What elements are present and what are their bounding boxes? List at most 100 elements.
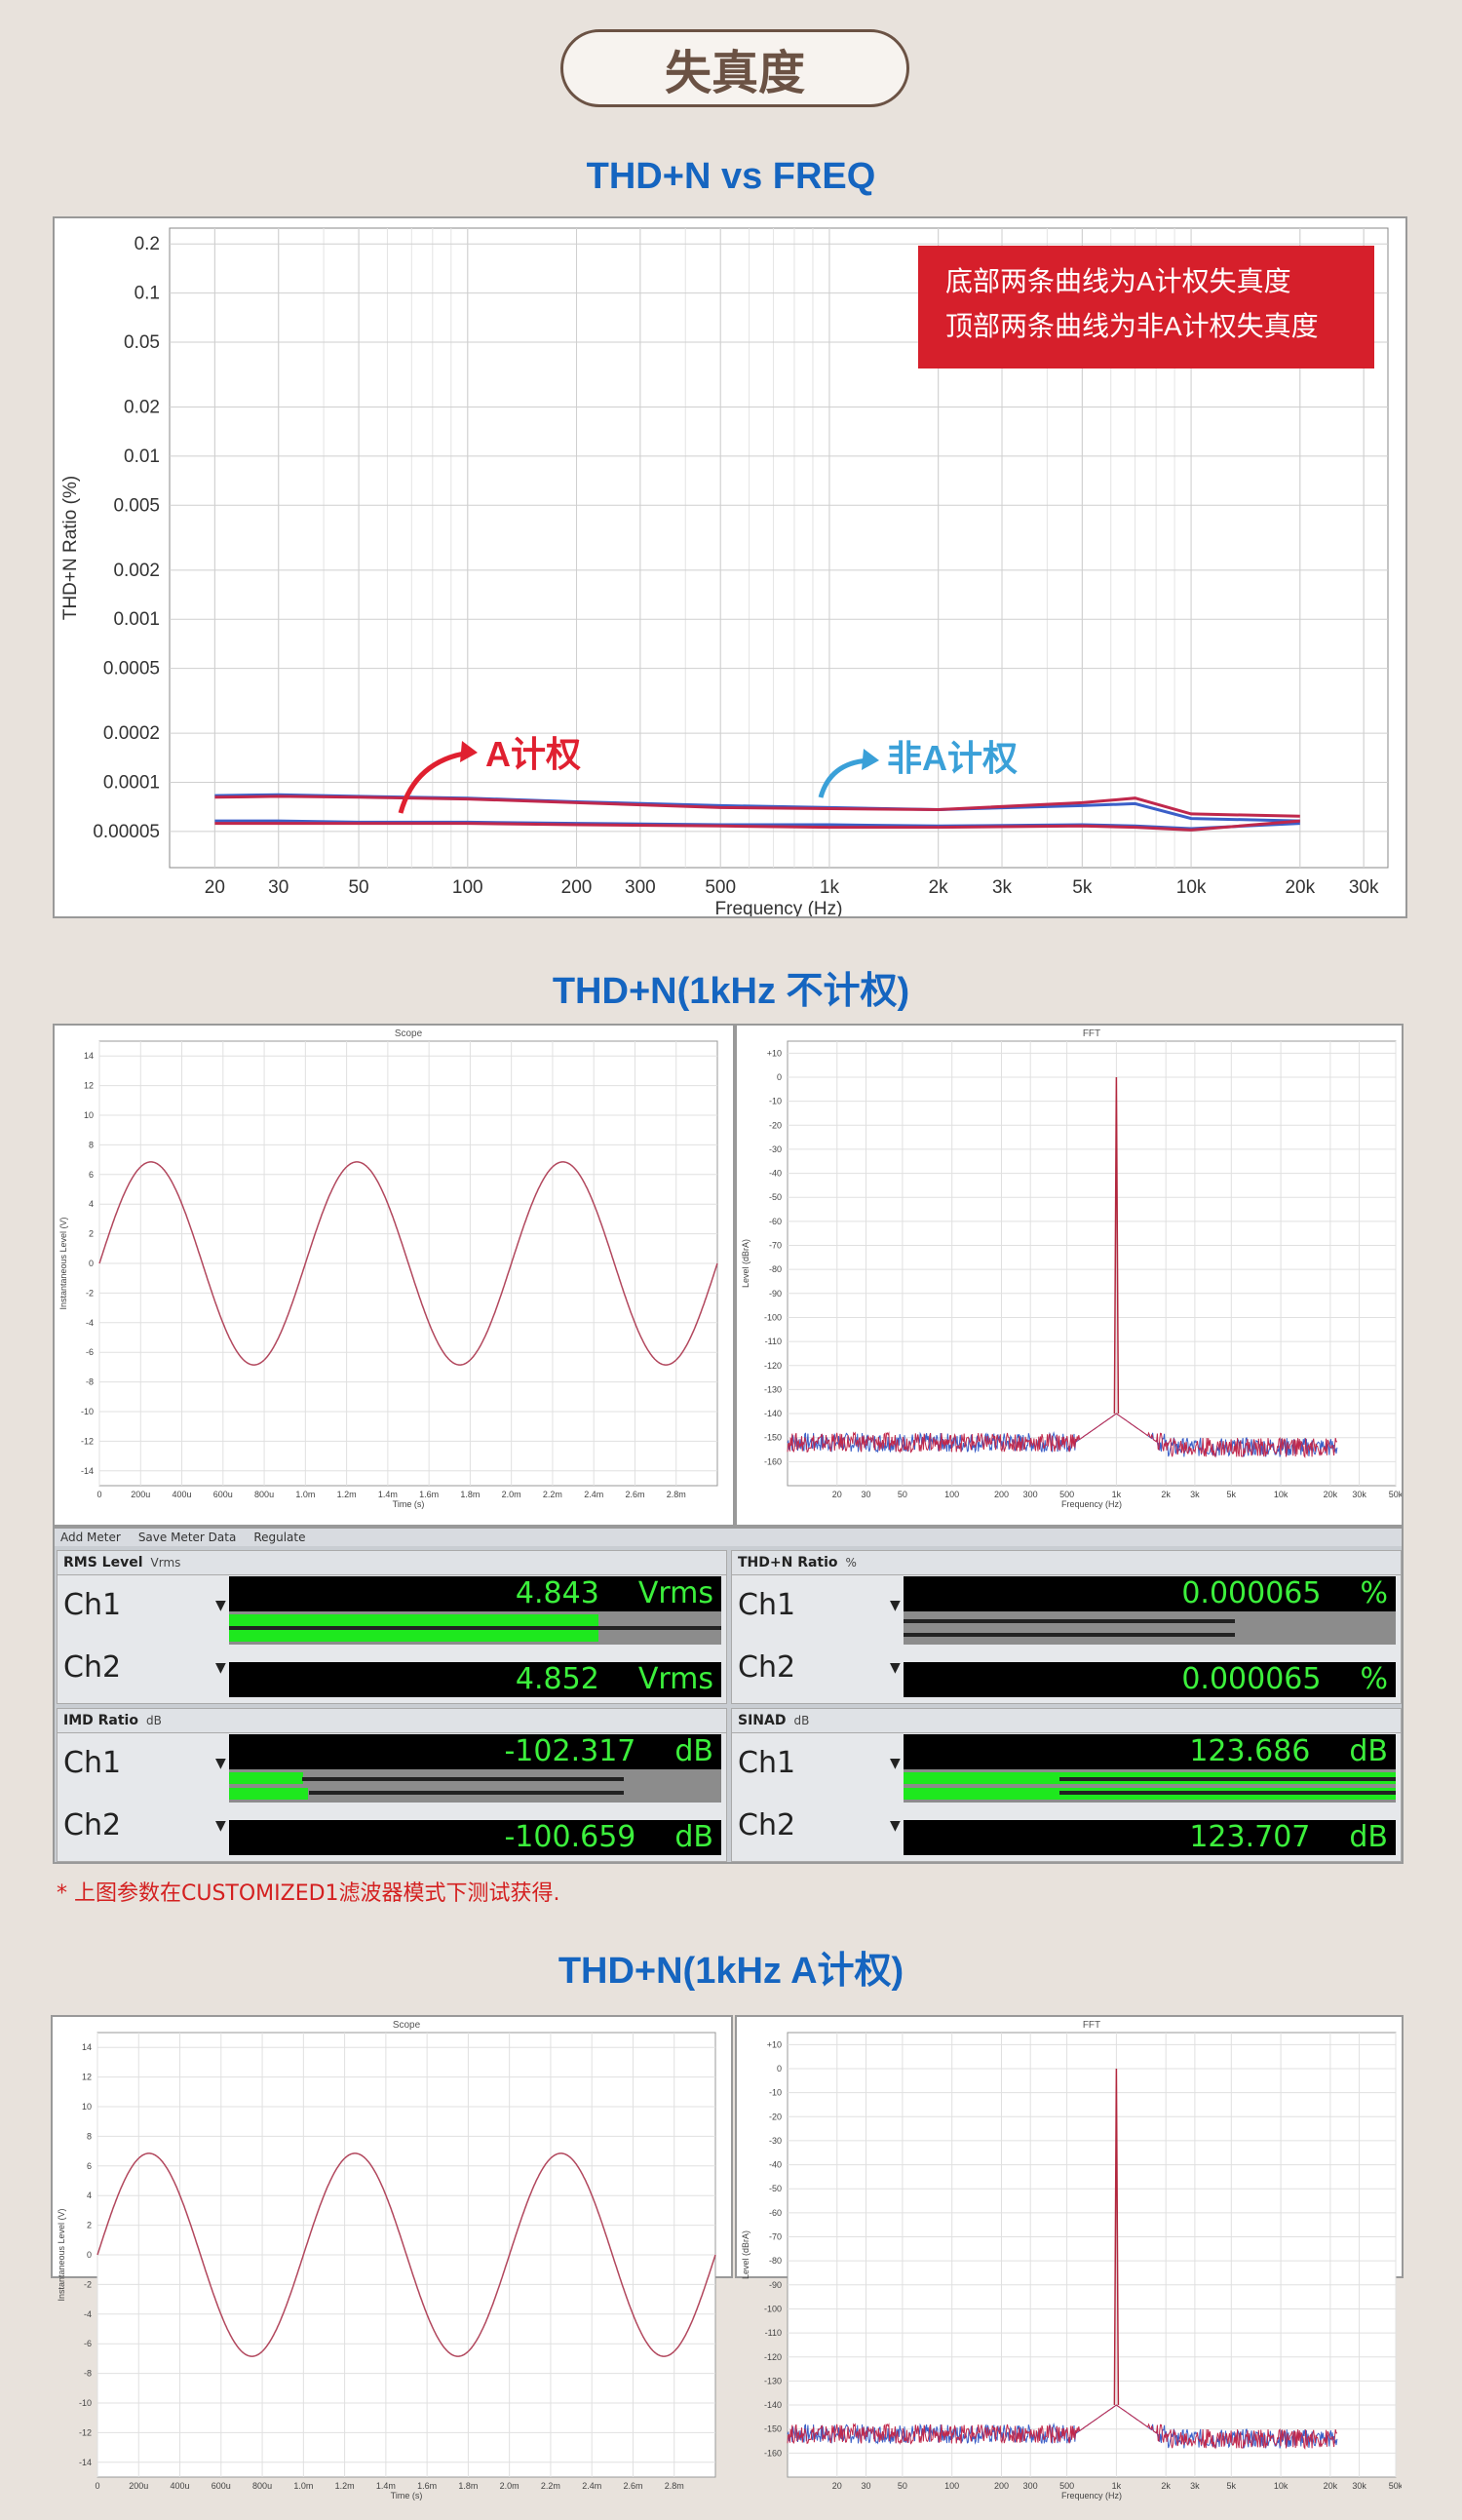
y-tick-label: -8 [86, 1377, 94, 1387]
annotation-arrowhead [460, 741, 478, 762]
scope-svg-a-weighted: Scope 0 200u 400u 600u 800u 1.0m 1.2m 1.4m 1.6m 1.… [57, 2020, 716, 2501]
x-tick-label: 20k [1324, 2481, 1338, 2491]
y-tick-label: -2 [86, 1288, 94, 1298]
meter-unit-select[interactable]: dB [793, 1714, 810, 1727]
x-tick-label: 1k [1112, 1490, 1122, 1499]
y-tick-label: -140 [764, 1409, 782, 1418]
imd-ratio-meter: IMD Ratio dB Ch1 ▼ -102.317 dB Ch2 ▼ -100.… [57, 1708, 727, 1862]
x-tick-label: 1.4m [376, 2481, 396, 2491]
y-tick-label: -160 [764, 1456, 782, 1466]
annotation-a-weighted: A计权 [485, 734, 581, 774]
series-line-4 [214, 819, 1300, 832]
channel-label[interactable]: Ch2 [738, 1808, 796, 1842]
meter-unit-select[interactable]: Vrms [150, 1556, 181, 1570]
y-tick-label: -14 [79, 2458, 92, 2467]
x-tick-label: 0 [96, 1490, 101, 1499]
x-tick-label: 800u [252, 2481, 272, 2491]
x-axis-label: Frequency (Hz) [1061, 2491, 1122, 2501]
x-axis-label: Frequency (Hz) [1061, 1499, 1122, 1509]
y-tick-label: -4 [84, 2309, 92, 2319]
channel-label[interactable]: Ch1 [738, 1746, 796, 1780]
x-tick-label: 1.0m [295, 1490, 315, 1499]
x-tick-label: 800u [254, 1490, 274, 1499]
waveform-line [98, 1161, 718, 1366]
legend-text: 底部两条曲线为A计权失真度 [945, 266, 1291, 296]
meter-name: THD+N Ratio [738, 1555, 838, 1570]
chevron-down-icon[interactable]: ▼ [890, 1818, 901, 1834]
y-tick-label: 12 [82, 2073, 92, 2082]
chevron-down-icon[interactable]: ▼ [215, 1818, 226, 1834]
meter-unit-select[interactable]: dB [145, 1714, 162, 1727]
meter-readout: -102.317 dB [229, 1734, 721, 1769]
save-meter-data-button[interactable]: Save Meter Data [137, 1531, 237, 1544]
y-tick-label: 0.02 [124, 398, 160, 418]
x-tick-label: 1.2m [337, 1490, 357, 1499]
x-tick-label: 1k [1112, 2481, 1122, 2491]
y-tick-label: 12 [84, 1081, 94, 1091]
x-tick-label: 1.2m [335, 2481, 355, 2491]
y-tick-label: 0.0002 [103, 723, 160, 744]
bar-line [904, 1619, 1235, 1623]
x-tick-label: 2.8m [665, 2481, 684, 2491]
x-tick-label: 1.6m [419, 1490, 439, 1499]
waveform-line [96, 2152, 716, 2357]
meter-readout: 123.707 dB [904, 1820, 1396, 1855]
channel-label[interactable]: Ch1 [63, 1746, 122, 1780]
meter-row-ch1: Ch1 ▼ 4.843 Vrms [58, 1576, 726, 1633]
y-tick-label: 0 [777, 1072, 782, 1082]
fft-panel-a-weighted: FFT 20 30 50 100 200 300 500 1k 2k 3k 5k 10k 20k 30k 50… [735, 2015, 1404, 2501]
y-tick-label: -130 [764, 2376, 782, 2385]
meter-row-ch1: Ch1 ▼ 123.686 dB [732, 1734, 1401, 1791]
y-tick-label: 0 [777, 2064, 782, 2074]
x-tick-label: 30k [1349, 877, 1379, 898]
y-tick-label: -2 [84, 2279, 92, 2289]
x-tick-label: 2.6m [625, 1490, 644, 1499]
annotation-unweighted: 非A计权 [887, 738, 1018, 778]
chevron-down-icon[interactable]: ▼ [890, 1756, 901, 1771]
legend-box [918, 246, 1374, 368]
y-tick-label: -10 [79, 2398, 92, 2408]
x-tick-label: 2.6m [623, 2481, 642, 2491]
level-bar-fill-ch2 [229, 1630, 598, 1642]
y-tick-label: +10 [767, 2039, 782, 2049]
channel-label[interactable]: Ch2 [738, 1650, 796, 1685]
plot-area [787, 1040, 1397, 1487]
meter-name: SINAD [738, 1713, 787, 1728]
y-tick-label: -12 [79, 2427, 92, 2437]
chevron-down-icon[interactable]: ▼ [215, 1660, 226, 1676]
chevron-down-icon[interactable]: ▼ [215, 1756, 226, 1771]
channel-label[interactable]: Ch1 [63, 1588, 122, 1622]
chevron-down-icon[interactable]: ▼ [890, 1598, 901, 1613]
channel-label[interactable]: Ch2 [63, 1650, 122, 1685]
chevron-down-icon[interactable]: ▼ [215, 1598, 226, 1613]
y-tick-label: -14 [81, 1466, 94, 1476]
x-tick-label: 50 [898, 1490, 907, 1499]
channel-label[interactable]: Ch2 [63, 1808, 122, 1842]
y-tick-label: -40 [769, 1169, 782, 1179]
meter-unit-select[interactable]: % [845, 1556, 857, 1570]
x-tick-label: 50k [1389, 2481, 1402, 2491]
y-tick-label: 0 [87, 2250, 92, 2260]
meter-row-ch1: Ch1 ▼ 0.000065% [732, 1576, 1401, 1633]
regulate-button[interactable]: Regulate [253, 1531, 306, 1544]
x-tick-label: 100 [944, 1490, 959, 1499]
y-tick-label: 14 [84, 1051, 94, 1061]
x-tick-label: 30k [1352, 2481, 1366, 2491]
x-tick-label: 200 [994, 1490, 1009, 1499]
meter-name: RMS Level [63, 1555, 143, 1570]
add-meter-button[interactable]: Add Meter [60, 1531, 121, 1544]
bar-line [904, 1633, 1235, 1637]
y-tick-label: -90 [769, 1289, 782, 1299]
x-tick-label: 1.4m [378, 1490, 398, 1499]
y-tick-label: -70 [769, 1241, 782, 1251]
meter-readout: 0.000065% [904, 1662, 1396, 1697]
x-tick-label: 300 [625, 877, 656, 898]
meter-readout: 123.686 dB [904, 1734, 1396, 1769]
annotation-arrowhead [862, 749, 879, 770]
y-tick-label: -60 [769, 1217, 782, 1226]
x-tick-label: 500 [1059, 1490, 1074, 1499]
channel-label[interactable]: Ch1 [738, 1588, 796, 1622]
meter-readout: 4.843 Vrms [229, 1576, 721, 1611]
chevron-down-icon[interactable]: ▼ [890, 1660, 901, 1676]
meter-row-ch1: Ch1 ▼ -102.317 dB [58, 1734, 726, 1791]
